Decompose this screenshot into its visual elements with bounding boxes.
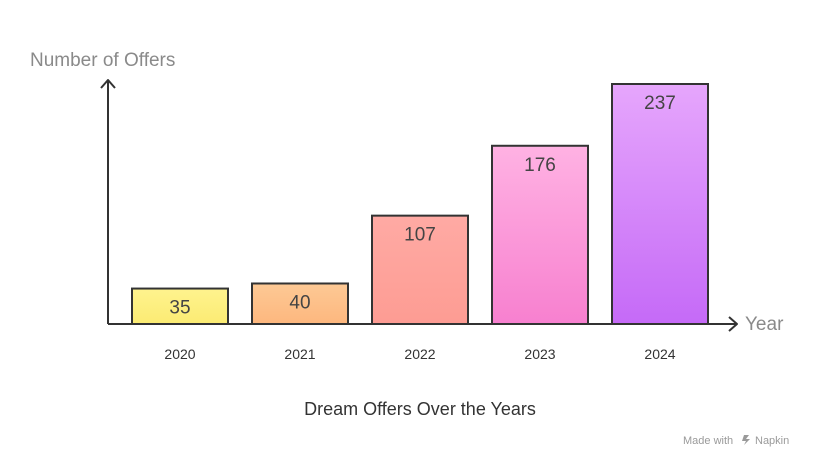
y-axis-title: Number of Offers [30,50,175,71]
x-tick-label-2022: 2022 [404,346,435,362]
bars-group: 35 40 107 176 237 [131,83,709,326]
x-tick-label-2023: 2023 [524,346,555,362]
x-axis-title: Year [745,314,784,335]
credit-text: Made with [683,435,733,447]
bar-2024 [611,83,709,325]
y-axis-arrow-icon [100,79,116,89]
bar-value-label-2023: 176 [524,155,556,176]
bar-value-label-2020: 35 [169,298,190,319]
x-tick-labels: 2020 2021 2022 2023 2024 [164,346,675,362]
bar-value-label-2021: 40 [289,292,310,313]
bar-value-label-2024: 237 [644,93,676,114]
x-tick-label-2024: 2024 [644,346,675,362]
bar-2022 [371,214,469,325]
bar-2023 [491,144,589,325]
footer-credit: Made with Napkin [683,435,789,447]
x-tick-label-2021: 2021 [284,346,315,362]
x-tick-label-2020: 2020 [164,346,195,362]
brand-text: Napkin [755,435,789,447]
bar-value-label-2022: 107 [404,225,436,246]
chart-title: Dream Offers Over the Years [304,399,536,419]
napkin-logo-icon [742,435,750,445]
x-axis-arrow-icon [728,316,738,332]
